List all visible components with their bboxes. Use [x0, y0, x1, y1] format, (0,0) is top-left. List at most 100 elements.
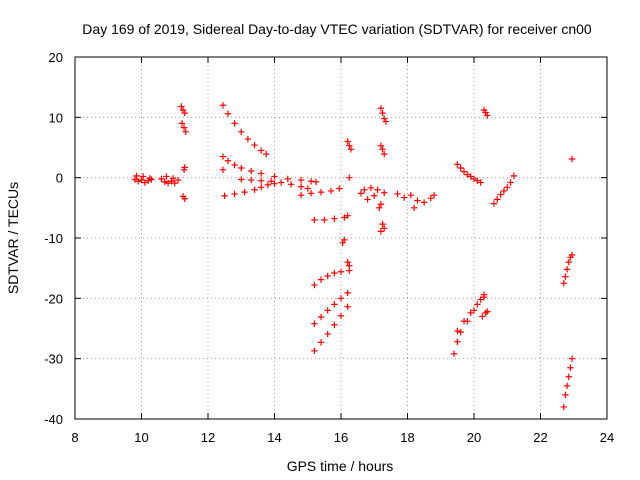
data-point-arc-20 — [460, 168, 468, 175]
data-point-arc-23 — [454, 338, 461, 345]
data-point-arc-16 — [361, 186, 368, 193]
data-point-arc-04 — [244, 135, 252, 143]
data-point-arc-23 — [450, 350, 458, 358]
data-point-arc-06 — [219, 166, 227, 174]
data-point-arc-06 — [264, 181, 272, 189]
x-tick-labels: 8 10 12 14 16 18 20 22 24 — [71, 430, 614, 445]
data-point-arc-05 — [248, 167, 255, 175]
data-point-arc-04 — [219, 102, 227, 109]
data-point-arc-04 — [224, 110, 232, 117]
data-point-arc-19 — [400, 194, 408, 201]
data-point-arc-24 — [460, 318, 468, 325]
data-point-arc-15 — [344, 138, 351, 145]
chart-title: Day 169 of 2019, Sidereal Day-to-day VTE… — [82, 21, 592, 37]
x-tick-label: 18 — [400, 430, 414, 445]
y-tick-label: -40 — [44, 412, 63, 427]
data-point-arc-04 — [262, 150, 270, 158]
data-point-arc-02 — [169, 175, 177, 182]
data-point-arc-27 — [562, 391, 569, 399]
data-point-arc-05 — [258, 170, 265, 177]
data-point-arc-15 — [346, 174, 353, 181]
x-tick-label: 10 — [134, 430, 148, 445]
data-point-arc-20 — [477, 179, 484, 186]
data-point-arc-23 — [457, 328, 464, 336]
data-point-arc-27 — [567, 364, 574, 371]
data-point-arc-26 — [568, 251, 576, 259]
data-point-arc-03 — [178, 103, 185, 110]
data-point-arc-16 — [371, 192, 378, 199]
data-point-arc-09 — [341, 214, 348, 221]
y-tick-label: 20 — [49, 50, 63, 65]
data-point-arc-18 — [381, 225, 388, 232]
data-point-arc-07 — [248, 176, 255, 184]
data-point-arc-09 — [331, 215, 338, 222]
y-tick-label: -30 — [44, 352, 63, 367]
data-point-arc-05 — [284, 175, 291, 183]
data-point-arc-15 — [346, 142, 353, 149]
data-point-arc-12 — [331, 269, 338, 277]
data-point-arc-04 — [258, 147, 265, 154]
y-tick-labels: -40 -30 -20 -10 0 10 20 — [44, 50, 63, 427]
data-point-arc-02 — [163, 173, 170, 180]
data-point-arc-08 — [336, 185, 343, 192]
data-point-arc-03 — [178, 120, 186, 127]
data-point-arc-06 — [251, 186, 258, 193]
data-point-arc-20 — [470, 175, 478, 183]
data-point-arc-17 — [377, 105, 385, 112]
data-point-arc-06 — [271, 180, 278, 187]
data-point-arc-27 — [563, 382, 571, 390]
data-point-arc-25 — [484, 308, 491, 315]
data-point-arc-22 — [504, 184, 511, 191]
data-point-arc-18 — [377, 228, 385, 235]
data-point-arc-19 — [420, 199, 428, 206]
data-point-arc-07 — [258, 177, 265, 184]
data-point-arc-07 — [297, 183, 305, 190]
data-point-arc-17 — [379, 146, 386, 153]
data-point-arc-09 — [321, 216, 328, 224]
data-point-arc-16 — [364, 196, 371, 203]
y-tick-label: -10 — [44, 231, 63, 246]
data-point-arc-16 — [377, 201, 385, 208]
data-point-arc-13 — [337, 295, 345, 302]
data-point-arc-16 — [374, 186, 381, 193]
data-point-arc-05 — [219, 153, 227, 160]
data-point-arc-17 — [377, 142, 385, 149]
data-point-arc-08 — [297, 191, 305, 199]
data-point-arc-10 — [339, 239, 346, 247]
data-point-arc-02 — [174, 176, 182, 184]
data-point-arc-06 — [221, 192, 228, 199]
data-point-arc-20 — [467, 173, 474, 180]
data-point-arc-22 — [500, 187, 508, 195]
data-point-arc-04 — [238, 128, 245, 136]
data-point-arc-22 — [497, 191, 504, 198]
data-point-arc-02 — [158, 175, 165, 183]
data-point-arc-02 — [161, 178, 168, 186]
data-point-arc-13 — [311, 320, 318, 327]
data-point-arc-15 — [347, 146, 355, 153]
data-point-arc-16 — [367, 184, 375, 192]
data-point-arc-19 — [427, 194, 434, 202]
x-tick-label: 8 — [71, 430, 78, 445]
data-point-arc-28 — [568, 155, 576, 163]
data-point-arc-05 — [231, 161, 238, 169]
data-point-arc-26 — [565, 258, 572, 266]
data-point-arc-07 — [304, 185, 311, 192]
data-point-arc-20 — [474, 177, 481, 184]
data-point-arc-13 — [324, 307, 331, 314]
data-point-arc-05 — [224, 157, 232, 164]
data-points — [131, 102, 576, 411]
data-point-arc-06 — [241, 188, 248, 196]
x-tick-label: 12 — [201, 430, 215, 445]
data-point-arc-01 — [133, 172, 140, 180]
y-tick-label: 0 — [56, 171, 63, 186]
data-point-arc-27 — [560, 403, 567, 411]
data-point-arc-03 — [181, 109, 188, 117]
data-point-arc-26 — [563, 266, 571, 273]
data-point-arc-20 — [454, 161, 461, 168]
data-point-arc-09 — [311, 216, 318, 224]
data-point-arc-05 — [307, 178, 315, 185]
data-point-arc-03 — [181, 195, 188, 202]
x-tick-label: 14 — [267, 430, 281, 445]
data-point-arc-13 — [317, 313, 325, 321]
data-point-arc-27 — [568, 355, 576, 362]
